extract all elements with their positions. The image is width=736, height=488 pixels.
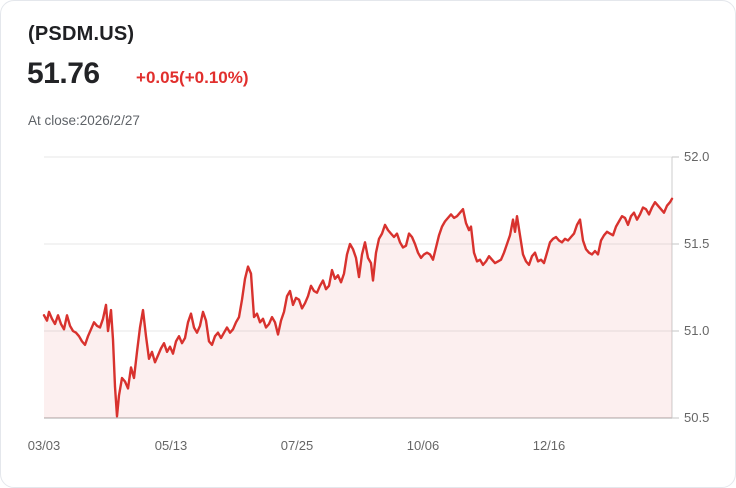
y-axis-label: 50.5 bbox=[684, 410, 710, 425]
price-row: 51.76 +0.05(+0.10%) bbox=[27, 57, 249, 91]
x-axis-label: 03/03 bbox=[27, 438, 61, 453]
x-axis-label: 10/06 bbox=[406, 438, 440, 453]
y-axis-label: 52.0 bbox=[684, 149, 710, 164]
stock-symbol: (PSDM.US) bbox=[28, 23, 135, 45]
x-axis-label: 12/16 bbox=[532, 438, 566, 453]
x-axis-label: 05/13 bbox=[154, 438, 188, 453]
y-axis-label: 51.5 bbox=[684, 236, 710, 251]
y-axis-label: 51.0 bbox=[684, 323, 710, 338]
price-area-fill bbox=[44, 198, 672, 418]
x-axis-label: 07/25 bbox=[280, 438, 314, 453]
as-of-timestamp: At close:2026/2/27 bbox=[28, 113, 140, 128]
price-change: +0.05(+0.10%) bbox=[136, 68, 249, 87]
price-line bbox=[42, 197, 674, 418]
last-price: 51.76 bbox=[27, 57, 100, 90]
